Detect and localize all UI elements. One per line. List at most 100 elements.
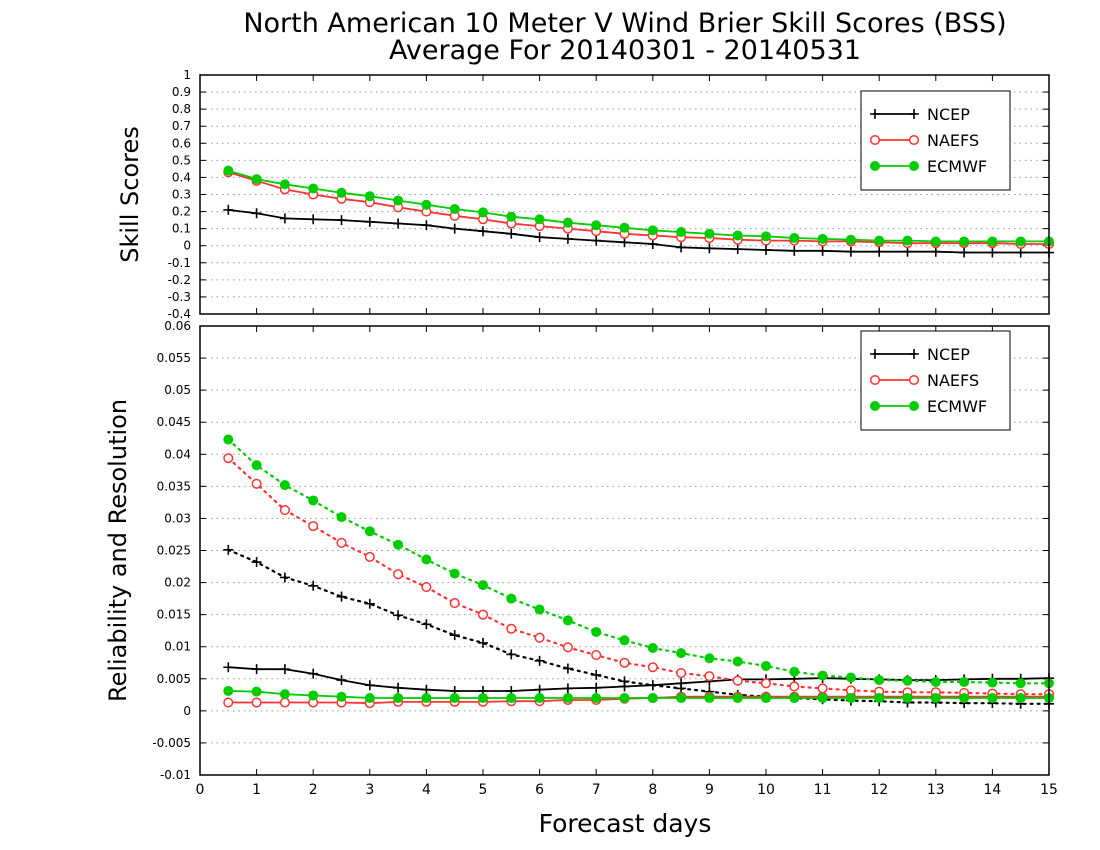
x-tick-label: 15 <box>1040 782 1058 798</box>
bottom-point-ncep-dotted <box>478 637 488 648</box>
bottom-point-ncep-dotted <box>251 557 262 568</box>
bottom-point-ecmwf <box>902 693 913 704</box>
x-tick-label: 3 <box>365 782 374 798</box>
bottom-point-ecmwf <box>506 693 517 704</box>
bottom-point-naefs-dotted <box>704 671 715 682</box>
bottom-point-naefs <box>251 697 262 708</box>
bottom-point-ecmwf-dotted <box>619 635 630 646</box>
bottom-point-ecmwf <box>393 693 404 704</box>
top-plot-frame <box>199 74 1050 315</box>
bottom-point-naefs-dotted <box>421 582 432 593</box>
top-point-ncep <box>676 242 687 253</box>
bottom-y-tick-label: -0.005 <box>152 736 191 750</box>
bottom-point-naefs-dotted <box>760 678 772 689</box>
top-point-ecmwf <box>902 235 913 246</box>
top-point-ncep <box>1015 247 1026 258</box>
top-point-ecmwf <box>393 195 404 206</box>
top-point-ncep <box>704 243 715 254</box>
bottom-point-ncep-dotted <box>421 619 432 630</box>
bottom-point-ncep <box>364 680 375 691</box>
top-y-tick-label: -0.1 <box>168 256 191 270</box>
top-y-tick-label: 0.3 <box>172 188 191 202</box>
top-point-ncep <box>251 208 262 219</box>
bottom-point-ecmwf <box>704 693 715 704</box>
bottom-point-ecmwf-dotted <box>591 626 602 637</box>
bottom-point-naefs-dotted <box>789 681 800 692</box>
top-y-tick-label: -0.4 <box>168 307 191 321</box>
bottom-point-ncep <box>393 682 404 693</box>
bottom-point-naefs-dotted <box>308 521 319 532</box>
bottom-point-ecmwf <box>817 693 828 704</box>
top-point-ecmwf <box>591 220 602 231</box>
top-point-ecmwf <box>562 217 573 228</box>
top-point-ecmwf <box>506 211 517 222</box>
x-tick-label: 6 <box>535 782 544 798</box>
top-point-ncep <box>506 228 517 239</box>
top-legend-label-naefs: NAEFS <box>927 131 979 150</box>
bottom-point-ecmwf-dotted <box>732 656 743 667</box>
bottom-y-tick-label: 0.05 <box>164 383 191 397</box>
bottom-point-naefs-dotted <box>364 551 375 562</box>
bottom-point-ecmwf-dotted <box>845 672 856 683</box>
bottom-point-ecmwf <box>676 693 687 704</box>
bottom-point-ecmwf <box>251 686 262 697</box>
top-point-ncep <box>874 246 885 257</box>
bottom-point-ecmwf-dotted <box>449 568 460 579</box>
x-tick-label: 8 <box>648 782 657 798</box>
bottom-point-naefs-dotted <box>732 675 743 686</box>
x-tick-label: 0 <box>196 782 205 798</box>
x-tick-label: 2 <box>309 782 318 798</box>
bottom-point-ncep-dotted <box>534 655 545 666</box>
chart-title-line2: Average For 20140301 - 20140531 <box>389 35 861 66</box>
bottom-point-ecmwf-dotted <box>704 653 715 664</box>
top-point-ecmwf <box>647 225 658 236</box>
bottom-legend-label-ecmwf: ECMWF <box>927 397 987 416</box>
bottom-point-naefs-dotted <box>676 667 687 679</box>
top-point-ncep <box>845 246 856 257</box>
bottom-point-ecmwf-dotted <box>364 526 375 537</box>
bottom-series-line-ncep <box>228 666 1050 692</box>
top-point-ncep <box>732 244 743 255</box>
bottom-point-ecmwf <box>364 693 375 704</box>
bottom-point-ecmwf-dotted <box>562 615 573 626</box>
bottom-y-tick-label: 0.045 <box>157 415 191 429</box>
top-y-tick-label: 0.2 <box>172 205 191 219</box>
bottom-point-ecmwf <box>647 693 658 704</box>
bottom-y-tick-label: 0.02 <box>164 576 191 590</box>
top-point-ncep <box>789 245 800 256</box>
bottom-point-ecmwf <box>534 693 545 704</box>
bottom-point-naefs-dotted <box>223 453 234 464</box>
x-tick-label: 14 <box>983 782 1001 798</box>
top-legend-marker-ecmwf <box>870 161 880 171</box>
bottom-y-axis-label: Reliability and Resolution <box>104 399 132 702</box>
top-legend-marker-ncep <box>909 109 919 119</box>
top-point-ecmwf <box>534 214 545 225</box>
bottom-point-ecmwf <box>732 693 743 704</box>
bottom-y-tick-label: 0.055 <box>157 351 191 365</box>
top-legend: NCEP NAEFS ECMWF <box>860 90 1011 191</box>
top-point-ncep <box>534 232 545 243</box>
bottom-plot-frame <box>199 325 1050 776</box>
bottom-point-ncep-dotted <box>393 610 404 621</box>
bottom-point-ecmwf <box>1015 693 1026 704</box>
top-point-ncep <box>619 237 630 248</box>
bottom-point-ecmwf-dotted <box>251 460 262 471</box>
bottom-point-ecmwf-dotted <box>1015 678 1026 689</box>
top-legend-label-ecmwf: ECMWF <box>927 157 987 176</box>
bottom-point-naefs-dotted <box>591 650 602 661</box>
x-tick-label: 12 <box>870 782 888 798</box>
top-y-tick-label: 1 <box>183 68 191 82</box>
bottom-point-ecmwf <box>591 693 602 704</box>
top-point-ecmwf <box>364 191 375 202</box>
bottom-point-ecmwf-dotted <box>676 648 687 659</box>
bottom-legend-marker-ncep <box>909 349 919 359</box>
bottom-legend-label-naefs: NAEFS <box>927 371 979 390</box>
bottom-point-naefs-dotted <box>817 683 828 694</box>
top-y-tick-label: 0.5 <box>172 153 191 167</box>
bottom-legend-marker-ecmwf <box>909 401 919 411</box>
top-point-ecmwf <box>704 228 715 239</box>
bottom-y-tick-label: 0.005 <box>157 672 191 686</box>
bottom-panel: -0.01 -0.005 0 0.005 0.01 0.015 0.02 0.025 0.03 0… <box>104 319 1058 798</box>
bottom-point-ecmwf-dotted <box>874 675 885 686</box>
top-point-ecmwf <box>959 236 970 247</box>
